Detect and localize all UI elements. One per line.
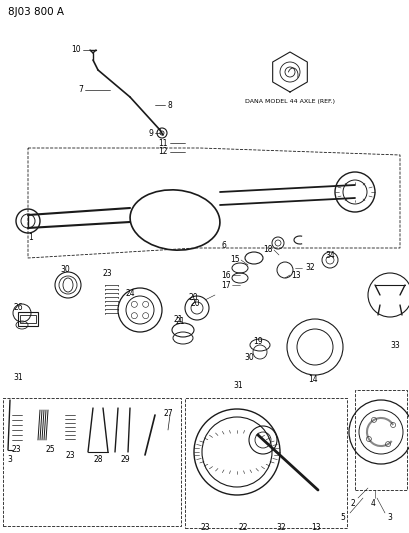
Text: 23: 23 xyxy=(200,522,210,531)
Text: 30: 30 xyxy=(60,265,70,274)
Text: 28: 28 xyxy=(93,456,103,464)
Bar xyxy=(20,315,36,323)
Text: 13: 13 xyxy=(291,271,301,279)
Text: 23: 23 xyxy=(11,446,21,455)
Text: 3: 3 xyxy=(7,456,12,464)
Text: 8: 8 xyxy=(167,101,172,109)
Text: 21: 21 xyxy=(173,316,183,325)
Text: 23: 23 xyxy=(102,269,112,278)
Text: 24: 24 xyxy=(125,288,135,297)
Text: 20: 20 xyxy=(188,294,198,303)
Text: 20: 20 xyxy=(190,300,200,309)
Text: 21: 21 xyxy=(175,318,185,327)
Text: 17: 17 xyxy=(221,280,231,289)
Text: 5: 5 xyxy=(341,513,346,522)
Text: 23: 23 xyxy=(65,450,75,459)
Text: 8J03 800 A: 8J03 800 A xyxy=(8,7,64,17)
Text: 25: 25 xyxy=(45,446,55,455)
Text: 29: 29 xyxy=(120,456,130,464)
Text: 11: 11 xyxy=(159,139,168,148)
Text: 31: 31 xyxy=(233,381,243,390)
Bar xyxy=(18,312,38,326)
Text: 26: 26 xyxy=(13,303,23,312)
Text: 16: 16 xyxy=(221,271,231,279)
Text: 4: 4 xyxy=(371,498,375,507)
Text: 12: 12 xyxy=(159,148,168,157)
Text: 9: 9 xyxy=(148,128,153,138)
Bar xyxy=(3,398,181,526)
Bar xyxy=(355,390,407,490)
Text: 6: 6 xyxy=(222,240,227,249)
Text: 18: 18 xyxy=(263,245,273,254)
Text: 3: 3 xyxy=(388,513,393,522)
Text: 32: 32 xyxy=(305,263,315,272)
Text: 19: 19 xyxy=(253,337,263,346)
Text: 15: 15 xyxy=(230,254,240,263)
Text: 14: 14 xyxy=(308,376,318,384)
Text: 7: 7 xyxy=(78,85,83,94)
Text: 13: 13 xyxy=(311,522,321,531)
Text: 34: 34 xyxy=(325,252,335,261)
Text: DANA MODEL 44 AXLE (REF.): DANA MODEL 44 AXLE (REF.) xyxy=(245,99,335,103)
Text: 1: 1 xyxy=(28,233,33,243)
Text: 2: 2 xyxy=(351,498,355,507)
Text: 27: 27 xyxy=(163,408,173,417)
Text: 33: 33 xyxy=(390,341,400,350)
Text: 31: 31 xyxy=(13,374,23,383)
Text: 30: 30 xyxy=(244,353,254,362)
Bar xyxy=(185,398,347,528)
Text: 10: 10 xyxy=(72,45,81,54)
Text: 22: 22 xyxy=(238,522,248,531)
Text: 32: 32 xyxy=(276,522,286,531)
